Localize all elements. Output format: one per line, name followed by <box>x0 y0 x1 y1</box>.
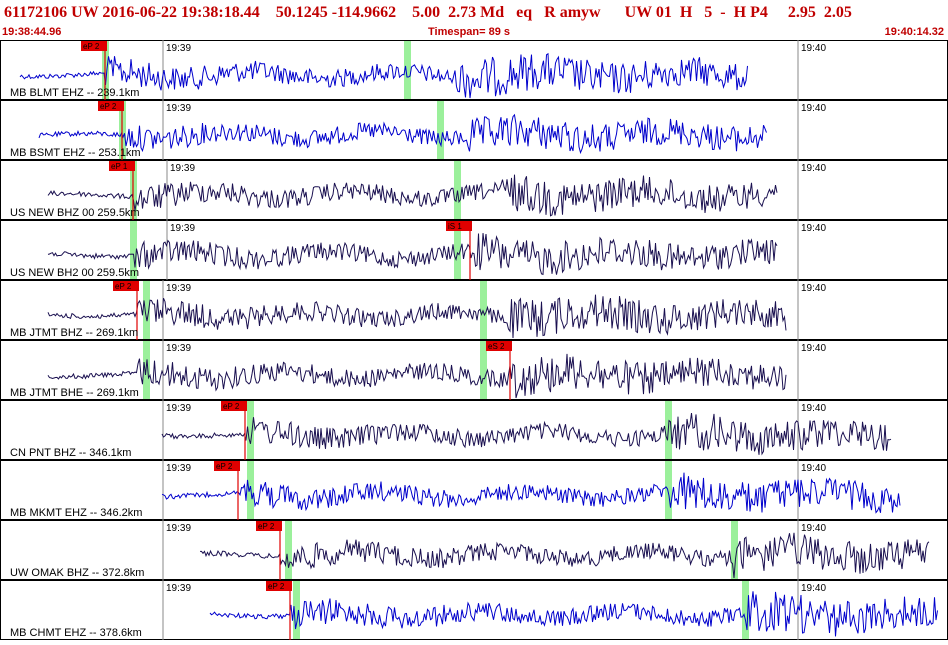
phase-window-marker <box>293 581 300 639</box>
channel-panel[interactable]: 19:39 19:40 eP 2 MB BLMT EHZ -- 239.1km <box>0 40 948 100</box>
p-pick-label: eP 2 <box>258 522 275 531</box>
phase-window-marker <box>437 101 444 159</box>
p-pick-flag[interactable] <box>256 521 282 531</box>
channel-label: US NEW BHZ 00 259.5km <box>10 207 140 219</box>
channel-panel[interactable]: 19:39 19:40 iS 1 US NEW BH2 00 259.5km <box>0 220 948 280</box>
p-pick-label: eP 2 <box>216 462 233 471</box>
time-tick-label: 19:39 <box>166 103 191 114</box>
phase-window-marker <box>143 341 150 399</box>
phase-window-marker <box>731 521 738 579</box>
phase-window-marker <box>454 161 461 219</box>
event-header: 61172106 UW 2016-06-22 19:38:18.44 50.12… <box>0 0 948 40</box>
waveform-trace <box>19 52 748 99</box>
time-tick-label: 19:39 <box>170 163 195 174</box>
time-tick-label: 19:40 <box>801 223 826 234</box>
time-tick-label: 19:39 <box>166 43 191 54</box>
channel-panel[interactable]: 19:39 19:40 eP 2 MB BSMT EHZ -- 253.1km <box>0 100 948 160</box>
time-tick-label: 19:39 <box>166 343 191 354</box>
channel-panel[interactable]: 19:39 19:40 eP 2 CN PNT BHZ -- 346.1km <box>0 400 948 460</box>
s-pick-label: eS 2 <box>488 342 505 351</box>
waveform-trace <box>38 113 767 155</box>
time-tick-label: 19:40 <box>801 403 826 414</box>
p-pick-label: eP 2 <box>268 582 285 591</box>
p-pick-label: eP 2 <box>83 42 100 51</box>
waveform-trace <box>47 233 778 276</box>
time-tick-label: 19:39 <box>166 283 191 294</box>
channel-label: US NEW BH2 00 259.5km <box>10 267 139 279</box>
s-pick-flag[interactable] <box>486 341 512 351</box>
channel-label: CN PNT BHZ -- 346.1km <box>10 447 131 459</box>
p-pick-flag[interactable] <box>221 401 247 411</box>
channel-panel[interactable]: 19:39 19:40 eP 2 MB CHMT EHZ -- 378.6km <box>0 580 948 640</box>
window-start-time: 19:38:44.96 <box>2 26 62 38</box>
phase-window-marker <box>454 221 461 279</box>
p-pick-flag[interactable] <box>98 101 124 111</box>
phase-window-marker <box>404 41 411 99</box>
channel-panel[interactable]: 19:39 19:40 eP 2 UW OMAK BHZ -- 372.8km <box>0 520 948 580</box>
time-tick-label: 19:39 <box>166 523 191 534</box>
event-summary-title: 61172106 UW 2016-06-22 19:38:18.44 50.12… <box>4 4 852 21</box>
time-tick-label: 19:40 <box>801 523 826 534</box>
phase-window-marker <box>143 281 150 339</box>
panel-frame <box>0 520 948 580</box>
p-pick-label: eP 2 <box>100 102 117 111</box>
waveform-trace <box>47 294 787 339</box>
channel-panel[interactable]: 19:39 19:40 eP 2 MB MKMT EHZ -- 346.2km <box>0 460 948 520</box>
p-pick-label: eP 2 <box>223 402 240 411</box>
p-pick-label: eP 2 <box>115 282 132 291</box>
channel-label: MB JTMT BHE -- 269.1km <box>10 387 139 399</box>
waveform-trace <box>209 591 938 637</box>
time-tick-label: 19:40 <box>801 283 826 294</box>
phase-window-marker <box>130 221 137 279</box>
channel-panel[interactable]: 19:39 19:40 eS 2 MB JTMT BHE -- 269.1km <box>0 340 948 400</box>
phase-window-marker <box>480 341 487 399</box>
time-tick-label: 19:40 <box>801 343 826 354</box>
seismogram-panel-area[interactable]: 19:39 19:40 eP 2 MB BLMT EHZ -- 239.1km 19:3… <box>0 40 948 640</box>
time-tick-label: 19:39 <box>170 223 195 234</box>
waveform-trace <box>47 174 778 217</box>
channel-label: MB MKMT EHZ -- 346.2km <box>10 507 142 519</box>
channel-panel[interactable]: 19:39 19:40 eP 1 US NEW BHZ 00 259.5km <box>0 160 948 220</box>
channel-panel[interactable]: 19:39 19:40 eP 2 MB JTMT BHZ -- 269.1km <box>0 280 948 340</box>
panel-frame <box>0 340 948 400</box>
p-pick-flag[interactable] <box>81 41 107 51</box>
waveform-trace <box>200 532 930 579</box>
channel-label: MB JTMT BHZ -- 269.1km <box>10 327 138 339</box>
time-tick-label: 19:39 <box>166 463 191 474</box>
p-pick-flag[interactable] <box>113 281 139 291</box>
p-pick-flag[interactable] <box>109 161 135 171</box>
s-pick-label: iS 1 <box>448 222 462 231</box>
panel-frame <box>0 220 948 280</box>
channel-label: MB BLMT EHZ -- 239.1km <box>10 87 139 99</box>
phase-window-marker <box>247 401 254 459</box>
panel-frame <box>0 40 948 100</box>
waveform-trace <box>161 472 901 514</box>
time-tick-label: 19:40 <box>801 103 826 114</box>
p-pick-flag[interactable] <box>214 461 240 471</box>
phase-window-marker <box>665 461 672 519</box>
waveform-trace <box>47 353 787 399</box>
panel-frame <box>0 400 948 460</box>
p-pick-flag[interactable] <box>266 581 292 591</box>
p-pick-label: eP 1 <box>111 162 128 171</box>
waveform-trace <box>161 413 892 456</box>
channel-label: MB CHMT EHZ -- 378.6km <box>10 627 142 639</box>
phase-window-marker <box>285 521 292 579</box>
time-tick-label: 19:40 <box>801 463 826 474</box>
phase-window-marker <box>480 281 487 339</box>
time-tick-label: 19:39 <box>166 583 191 594</box>
time-tick-label: 19:40 <box>801 163 826 174</box>
channel-label: MB BSMT EHZ -- 253.1km <box>10 147 141 159</box>
panel-frame <box>0 100 948 160</box>
time-tick-label: 19:40 <box>801 43 826 54</box>
phase-window-marker <box>742 581 749 639</box>
s-pick-flag[interactable] <box>446 221 472 231</box>
window-end-time: 19:40:14.32 <box>884 26 944 38</box>
time-tick-label: 19:39 <box>166 403 191 414</box>
channel-label: UW OMAK BHZ -- 372.8km <box>10 567 144 579</box>
timespan-label: Timespan= 89 s <box>428 26 511 38</box>
time-tick-label: 19:40 <box>801 583 826 594</box>
